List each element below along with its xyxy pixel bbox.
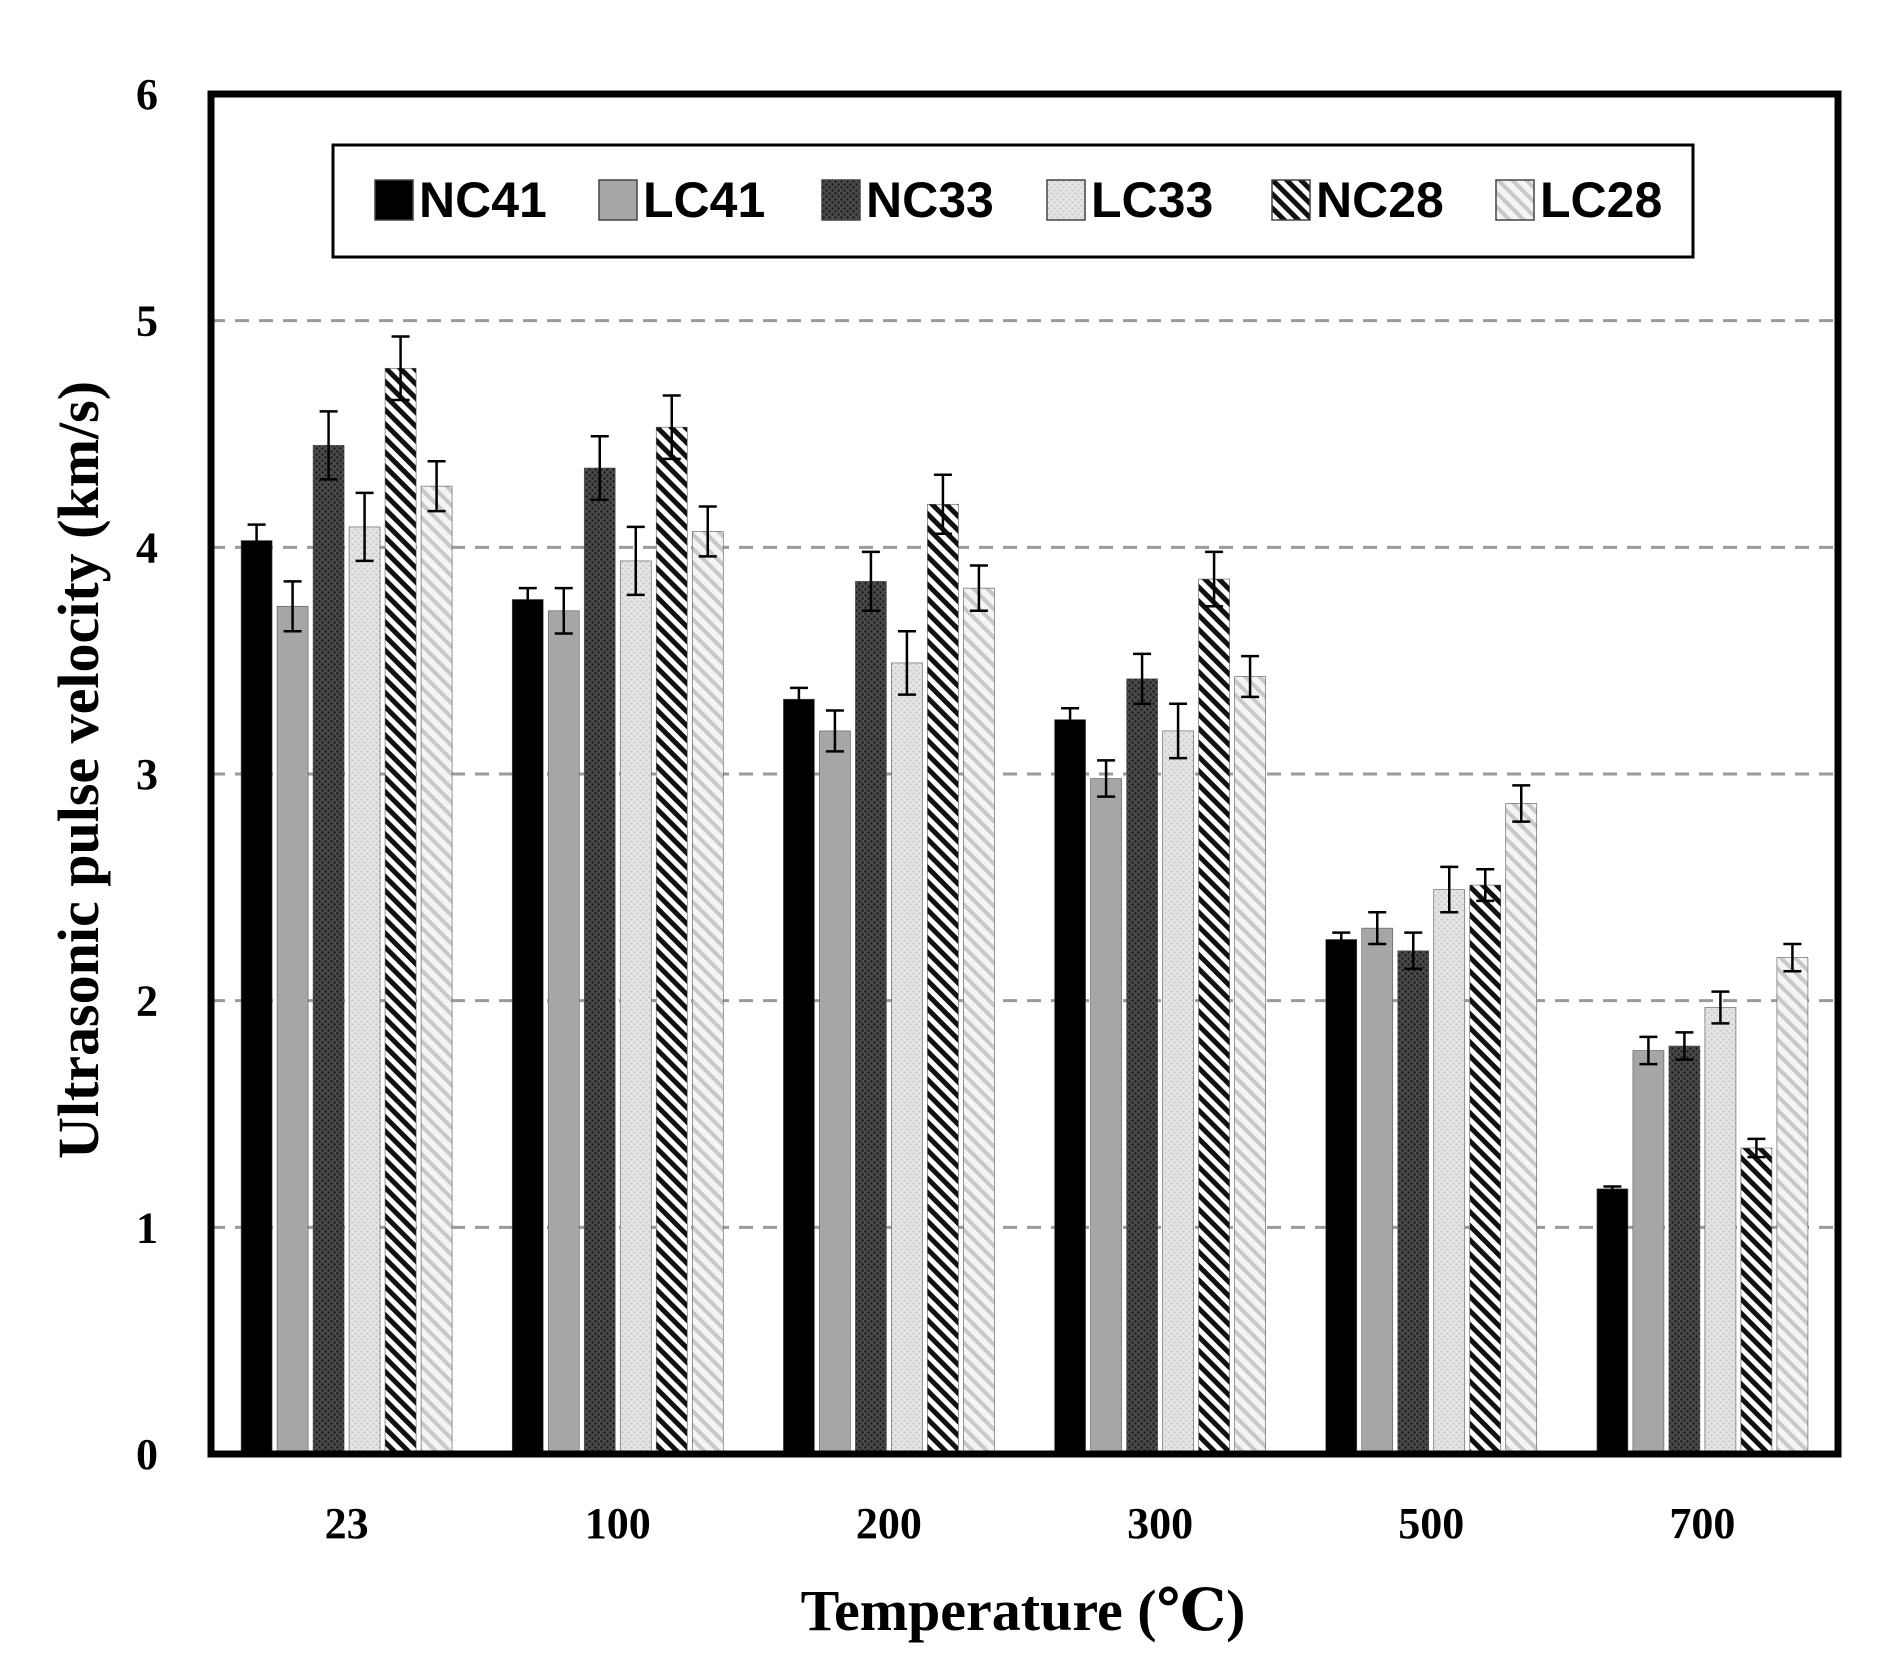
y-tick-label: 2 — [136, 977, 158, 1026]
legend-swatch-lc33 — [1046, 179, 1086, 221]
legend-swatch-nc41 — [374, 179, 414, 221]
bar-nc28-100 — [655, 426, 688, 1455]
bar-lc28-200 — [963, 587, 995, 1455]
legend: NC41 LC41 NC33 LC33 NC28 LC28 — [331, 143, 1695, 259]
x-axis-title: Temperature (℃) — [801, 1578, 1246, 1643]
y-tick-label: 3 — [136, 750, 158, 799]
bar-lc33-100 — [619, 560, 652, 1455]
bar-lc28-700 — [1776, 957, 1809, 1455]
legend-swatch-lc28 — [1495, 179, 1535, 221]
legend-label-lc41: LC41 — [643, 172, 765, 228]
bar-nc33-700 — [1668, 1045, 1701, 1455]
legend-label-lc33: LC33 — [1091, 172, 1213, 228]
bar-nc28-500 — [1469, 884, 1502, 1455]
bar-nc41-500 — [1325, 939, 1358, 1455]
bar-nc28-300 — [1198, 578, 1230, 1455]
x-tick-label: 700 — [1669, 1499, 1735, 1548]
x-tick-label: 300 — [1127, 1499, 1193, 1548]
x-tick-label: 500 — [1398, 1499, 1464, 1548]
bar-lc28-500 — [1505, 803, 1538, 1455]
legend-swatch-nc33 — [821, 179, 861, 221]
bar-nc28-700 — [1740, 1147, 1773, 1455]
y-tick-label: 0 — [136, 1430, 158, 1479]
bar-nc41-300 — [1054, 719, 1086, 1455]
bar-lc28-300 — [1234, 676, 1266, 1455]
y-tick-label: 6 — [136, 70, 158, 119]
bar-nc33-23 — [312, 445, 345, 1455]
bar-lc33-200 — [891, 662, 923, 1455]
legend-box — [331, 143, 1695, 259]
bar-nc41-700 — [1596, 1188, 1629, 1455]
legend-swatch-nc28 — [1271, 179, 1311, 221]
bar-nc28-200 — [927, 503, 959, 1455]
bar-nc33-500 — [1397, 950, 1430, 1455]
y-tick-label: 1 — [136, 1203, 158, 1252]
bar-lc41-700 — [1632, 1050, 1665, 1455]
bars — [240, 367, 1809, 1455]
bar-lc41-200 — [819, 730, 851, 1455]
plot-area-frame — [207, 90, 1842, 1458]
x-axis-ticks: 23 100 200 300 500 700 — [325, 1499, 1736, 1548]
bar-lc41-300 — [1090, 778, 1122, 1455]
bar-lc41-23 — [276, 605, 309, 1455]
error-bars — [247, 335, 1802, 1193]
bar-lc33-300 — [1162, 730, 1194, 1455]
bar-lc33-700 — [1704, 1007, 1737, 1455]
y-tick-label: 4 — [136, 523, 158, 572]
y-tick-label: 5 — [136, 297, 158, 346]
bar-nc41-200 — [783, 698, 815, 1455]
bar-nc41-100 — [511, 599, 544, 1455]
x-tick-label: 200 — [856, 1499, 922, 1548]
gridlines — [211, 319, 1838, 1229]
x-tick-label: 100 — [585, 1499, 651, 1548]
bar-lc33-500 — [1433, 889, 1466, 1455]
y-axis-title: Ultrasonic pulse velocity (km/s) — [46, 381, 111, 1159]
bar-lc41-100 — [547, 610, 580, 1455]
y-axis-ticks: 0 1 2 3 4 5 6 — [136, 70, 158, 1479]
bar-nc28-23 — [384, 367, 417, 1455]
bar-nc33-200 — [855, 581, 887, 1455]
bar-lc28-100 — [691, 531, 724, 1455]
x-tick-label: 23 — [325, 1499, 369, 1548]
bar-lc41-500 — [1361, 927, 1394, 1455]
legend-label-nc28: NC28 — [1316, 172, 1444, 228]
bar-nc33-100 — [583, 467, 616, 1455]
bar-nc41-23 — [240, 540, 273, 1455]
legend-label-lc28: LC28 — [1540, 172, 1662, 228]
legend-swatch-lc41 — [598, 179, 638, 221]
legend-label-nc41: NC41 — [419, 172, 547, 228]
bar-lc33-23 — [348, 526, 381, 1455]
bar-lc28-23 — [420, 485, 453, 1455]
bar-nc33-300 — [1126, 678, 1158, 1455]
legend-label-nc33: NC33 — [866, 172, 994, 228]
